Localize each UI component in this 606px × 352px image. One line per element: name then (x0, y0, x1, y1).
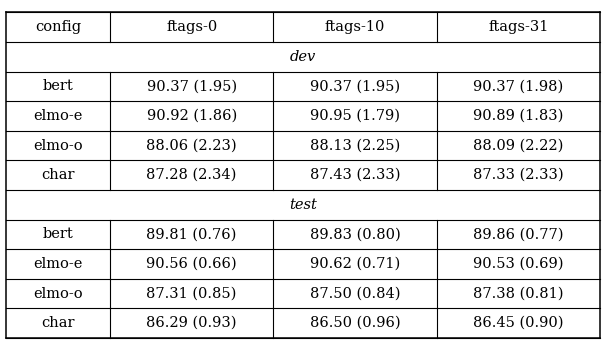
Text: 90.62 (0.71): 90.62 (0.71) (310, 257, 400, 271)
Text: 89.83 (0.80): 89.83 (0.80) (310, 227, 401, 241)
Text: 86.50 (0.96): 86.50 (0.96) (310, 316, 401, 330)
Text: char: char (41, 168, 75, 182)
Text: 87.50 (0.84): 87.50 (0.84) (310, 287, 400, 301)
Text: 90.37 (1.95): 90.37 (1.95) (147, 79, 237, 93)
Text: 88.06 (2.23): 88.06 (2.23) (146, 139, 237, 152)
Text: 88.13 (2.25): 88.13 (2.25) (310, 139, 400, 152)
Text: dev: dev (290, 50, 316, 64)
Text: 87.38 (0.81): 87.38 (0.81) (473, 287, 564, 301)
Text: 90.92 (1.86): 90.92 (1.86) (147, 109, 237, 123)
Text: 87.31 (0.85): 87.31 (0.85) (147, 287, 237, 301)
Text: 90.89 (1.83): 90.89 (1.83) (473, 109, 564, 123)
Text: 90.37 (1.98): 90.37 (1.98) (473, 79, 564, 93)
Text: ftags-10: ftags-10 (325, 20, 385, 34)
Text: 89.86 (0.77): 89.86 (0.77) (473, 227, 564, 241)
Text: 86.29 (0.93): 86.29 (0.93) (147, 316, 237, 330)
Text: elmo-o: elmo-o (33, 139, 83, 152)
Text: 86.45 (0.90): 86.45 (0.90) (473, 316, 564, 330)
Text: 90.37 (1.95): 90.37 (1.95) (310, 79, 400, 93)
Text: 87.43 (2.33): 87.43 (2.33) (310, 168, 400, 182)
Text: config: config (35, 20, 81, 34)
Text: 90.56 (0.66): 90.56 (0.66) (146, 257, 237, 271)
Text: elmo-e: elmo-e (33, 257, 82, 271)
Text: elmo-o: elmo-o (33, 287, 83, 301)
Text: test: test (289, 198, 317, 212)
Text: elmo-e: elmo-e (33, 109, 82, 123)
Text: char: char (41, 316, 75, 330)
Text: 87.28 (2.34): 87.28 (2.34) (147, 168, 237, 182)
Text: ftags-0: ftags-0 (166, 20, 218, 34)
Text: 90.53 (0.69): 90.53 (0.69) (473, 257, 564, 271)
Text: 88.09 (2.22): 88.09 (2.22) (473, 139, 564, 152)
Text: ftags-31: ftags-31 (488, 20, 548, 34)
Text: 89.81 (0.76): 89.81 (0.76) (147, 227, 237, 241)
Text: bert: bert (42, 79, 73, 93)
Text: bert: bert (42, 227, 73, 241)
Text: 90.95 (1.79): 90.95 (1.79) (310, 109, 400, 123)
Text: 87.33 (2.33): 87.33 (2.33) (473, 168, 564, 182)
